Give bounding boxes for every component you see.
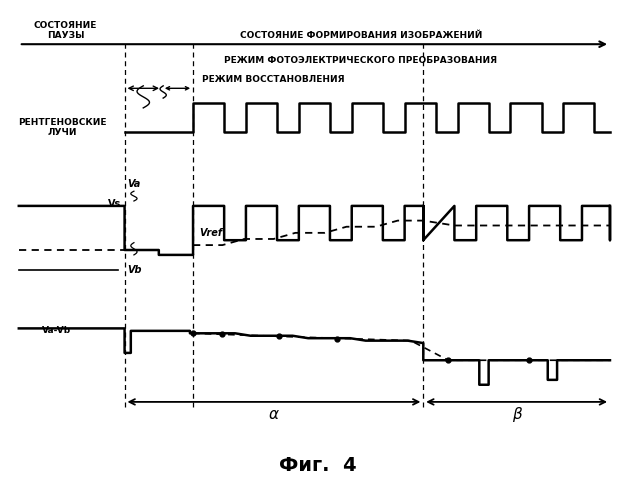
Text: РЕЖИМ ВОССТАНОВЛЕНИЯ: РЕЖИМ ВОССТАНОВЛЕНИЯ <box>203 76 345 84</box>
Text: Vb: Vb <box>128 264 142 274</box>
Text: РЕЖИМ ФОТОЭЛЕКТРИЧЕСКОГО ПРЕОБРАЗОВАНИЯ: РЕЖИМ ФОТОЭЛЕКТРИЧЕСКОГО ПРЕОБРАЗОВАНИЯ <box>225 56 498 65</box>
Text: Vref: Vref <box>199 228 222 238</box>
Text: α: α <box>269 407 279 422</box>
Text: β: β <box>512 407 521 422</box>
Text: Фиг.  4: Фиг. 4 <box>279 456 356 475</box>
Text: СОСТОЯНИЕ ФОРМИРОВАНИЯ ИЗОБРАЖЕНИЙ: СОСТОЯНИЕ ФОРМИРОВАНИЯ ИЗОБРАЖЕНИЙ <box>240 32 482 40</box>
Text: СОСТОЯНИЕ
ПАУЗЫ: СОСТОЯНИЕ ПАУЗЫ <box>34 21 97 40</box>
Text: Va-Vb: Va-Vb <box>41 326 70 336</box>
Text: Vs: Vs <box>108 200 121 209</box>
Text: РЕНТГЕНОВСКИЕ
ЛУЧИ: РЕНТГЕНОВСКИЕ ЛУЧИ <box>18 118 107 137</box>
Text: Va: Va <box>128 179 141 188</box>
